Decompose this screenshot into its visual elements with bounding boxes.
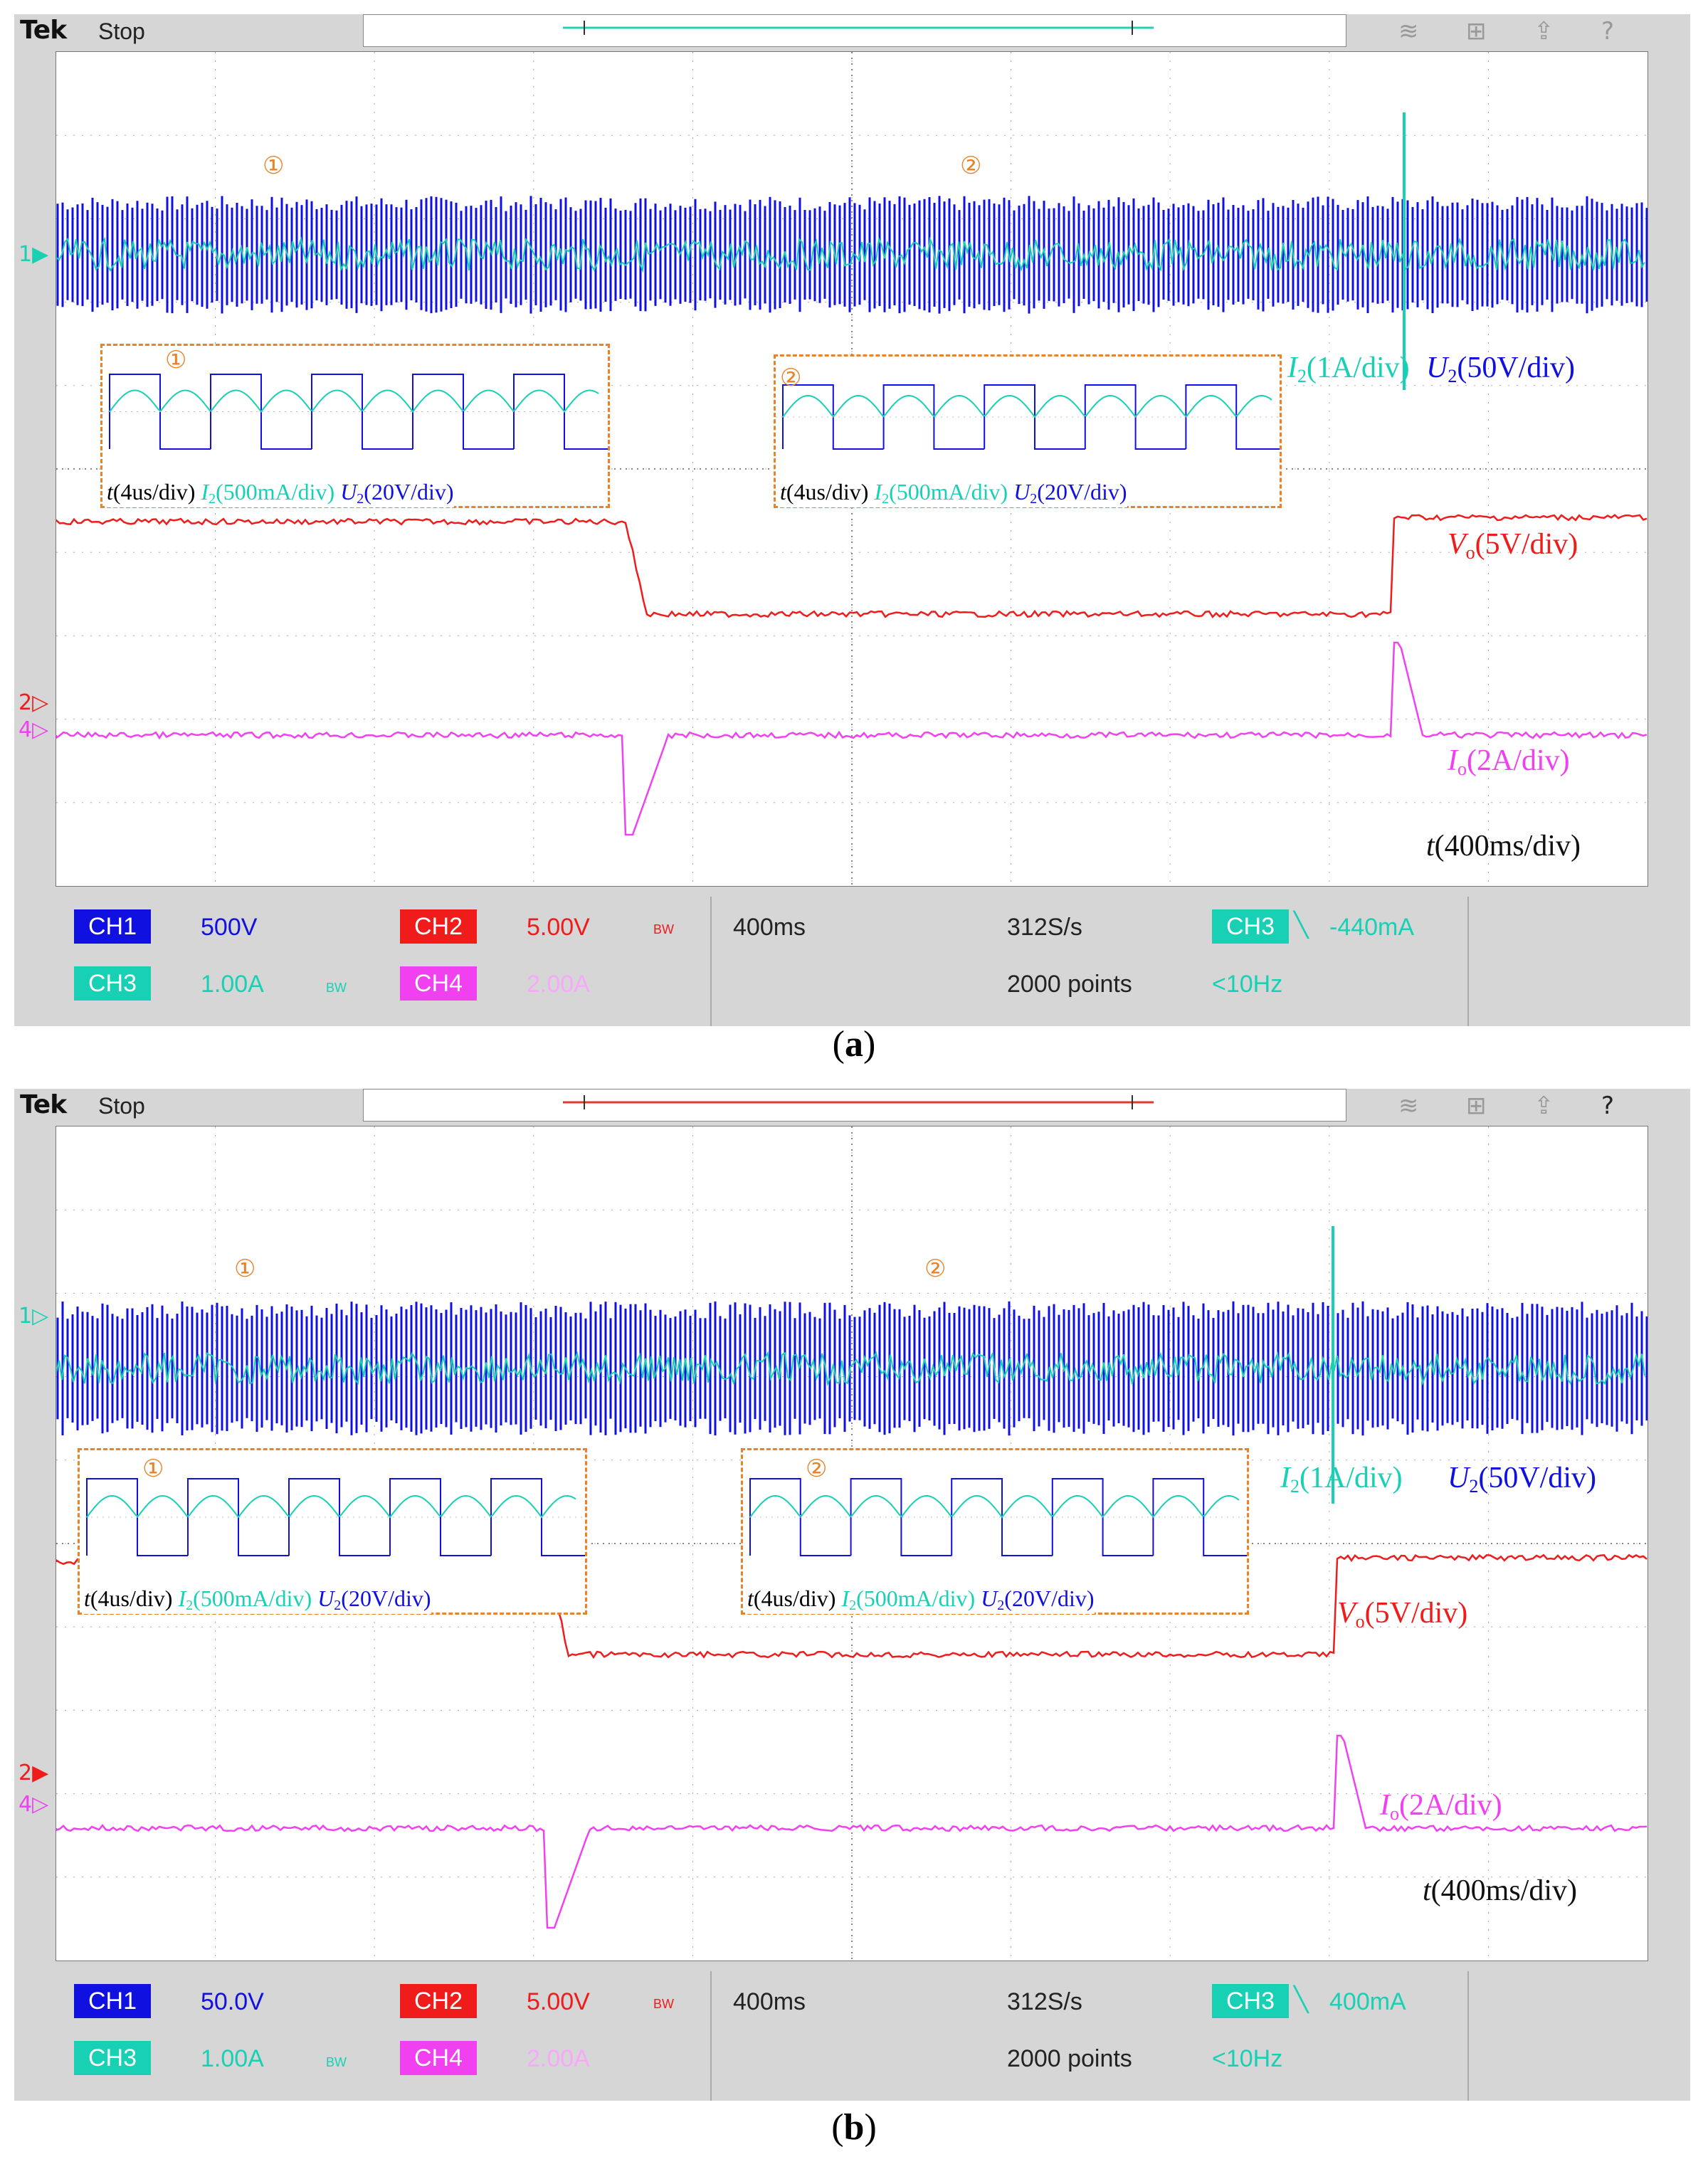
wifi-icon[interactable]: ≋: [1398, 17, 1419, 46]
ch3-badge[interactable]: CH3: [74, 966, 151, 1001]
export-icon[interactable]: ⇪: [1534, 17, 1554, 46]
ch2-badge[interactable]: CH2: [400, 909, 477, 944]
label-u2: U2(50V/div): [1426, 352, 1575, 386]
ch2-scale[interactable]: 5.00V: [527, 914, 590, 941]
inset-marker-2: ②: [806, 1455, 828, 1483]
label-vo: Vo(5V/div): [1337, 1597, 1468, 1632]
ch1-scale[interactable]: 500V: [201, 914, 258, 941]
trigger-level[interactable]: -440mA: [1329, 914, 1415, 941]
help-icon[interactable]: ?: [1601, 17, 1615, 46]
zoom-marker-1: ①: [263, 152, 285, 180]
network-icon[interactable]: ⊞: [1466, 1092, 1487, 1120]
ch1-badge[interactable]: CH1: [74, 909, 151, 944]
ch-marker-2[interactable]: 2▷: [19, 690, 49, 715]
label-time: t(400ms/div): [1426, 830, 1581, 862]
trigger-slope-icon: ╲: [1294, 912, 1309, 939]
help-icon[interactable]: ?: [1601, 1092, 1615, 1120]
trigger-frequency: <10Hz: [1212, 2045, 1283, 2072]
brand-logo: Tek: [20, 16, 67, 45]
trigger-source-badge[interactable]: CH3: [1212, 909, 1289, 944]
label-u2: U2(50V/div): [1448, 1462, 1596, 1497]
label-i2: I2(1A/div): [1280, 1462, 1403, 1497]
inset-traces: [102, 374, 608, 450]
inset-label-2: t(4us/div) I2(500mA/div) U2(20V/div): [780, 479, 1127, 507]
label-time: t(400ms/div): [1423, 1874, 1577, 1907]
trigger-level[interactable]: 400mA: [1329, 1988, 1406, 2015]
network-icon[interactable]: ⊞: [1466, 17, 1487, 46]
ch-marker-1[interactable]: 1▷: [19, 1304, 49, 1329]
label-vo: Vo(5V/div): [1448, 528, 1578, 563]
inset-zoom-2: ② t(4us/div) I2(500mA/div) U2(20V/div): [741, 1448, 1249, 1615]
scope-panel-b: Tek Stop ≋ ⊞ ⇪ ? ① ② ① t(4us/div) I2(500…: [14, 1089, 1690, 2101]
bw-limit-icon: BW: [326, 2055, 347, 2069]
zoom-marker-1: ①: [234, 1255, 256, 1283]
sample-rate: 312S/s: [1007, 914, 1082, 941]
wifi-icon[interactable]: ≋: [1398, 1092, 1419, 1120]
scope-header: Tek Stop ≋ ⊞ ⇪ ?: [14, 14, 1690, 51]
inset-label-1: t(4us/div) I2(500mA/div) U2(20V/div): [107, 479, 454, 507]
inset-label-2: t(4us/div) I2(500mA/div) U2(20V/div): [747, 1585, 1095, 1614]
sample-rate: 312S/s: [1007, 1988, 1082, 2015]
trigger-source-badge[interactable]: CH3: [1212, 1984, 1289, 2018]
inset-traces: [743, 1478, 1247, 1556]
ch3-badge[interactable]: CH3: [74, 2041, 151, 2075]
record-length: 2000 points: [1007, 2045, 1132, 2072]
ch4-badge[interactable]: CH4: [400, 966, 477, 1001]
scope-panel-a: Tek Stop ≋ ⊞ ⇪ ? ① ② ① t(4us/div) I2(500…: [14, 14, 1690, 1026]
record-length: 2000 points: [1007, 971, 1132, 998]
export-icon[interactable]: ⇪: [1534, 1092, 1554, 1120]
record-view-bar[interactable]: [363, 1089, 1346, 1122]
record-view-bar[interactable]: [363, 14, 1346, 47]
timebase[interactable]: 400ms: [733, 914, 806, 941]
inset-zoom-1: ① t(4us/div) I2(500mA/div) U2(20V/div): [78, 1448, 587, 1615]
trigger-slope-icon: ╲: [1294, 1986, 1309, 2013]
ch3-scale[interactable]: 1.00A: [201, 2045, 264, 2072]
ch4-badge[interactable]: CH4: [400, 2041, 477, 2075]
inset-zoom-2: ② t(4us/div) I2(500mA/div) U2(20V/div): [774, 354, 1282, 508]
bw-limit-icon: BW: [326, 981, 347, 995]
timebase[interactable]: 400ms: [733, 1988, 806, 2015]
label-io: Io(2A/div): [1380, 1789, 1502, 1824]
ch1-scale[interactable]: 50.0V: [201, 1988, 264, 2015]
caption-b: (b): [831, 2107, 877, 2148]
inset-label-1: t(4us/div) I2(500mA/div) U2(20V/div): [84, 1585, 431, 1614]
ch-marker-1[interactable]: 1▶: [19, 242, 49, 267]
trigger-frequency: <10Hz: [1212, 971, 1283, 998]
waveform-display[interactable]: ① ② ① t(4us/div) I2(500mA/div) U2(20V/di…: [56, 1126, 1648, 1961]
inset-marker-2: ②: [780, 364, 802, 392]
waveform-display[interactable]: ① ② ① t(4us/div) I2(500mA/div) U2(20V/di…: [56, 51, 1648, 887]
inset-marker-1: ①: [165, 346, 187, 374]
zoom-marker-2: ②: [960, 152, 982, 180]
ch-marker-4[interactable]: 4▷: [19, 717, 49, 742]
waveform-traces: [56, 112, 1648, 836]
inset-traces: [776, 384, 1280, 450]
status-bar: CH1 50.0V CH2 5.00V BW CH3 1.00A BW CH4 …: [14, 1971, 1690, 2101]
inset-zoom-1: ① t(4us/div) I2(500mA/div) U2(20V/div): [100, 344, 610, 508]
ch-marker-2[interactable]: 2▶: [19, 1761, 49, 1785]
acquisition-state[interactable]: Stop: [98, 19, 145, 44]
bw-limit-icon: BW: [653, 1997, 674, 2011]
zoom-marker-2: ②: [924, 1255, 947, 1283]
inset-marker-1: ①: [142, 1455, 164, 1483]
label-io: Io(2A/div): [1448, 744, 1570, 779]
ch2-badge[interactable]: CH2: [400, 1984, 477, 2018]
label-i2: I2(1A/div): [1287, 352, 1410, 386]
scope-header: Tek Stop ≋ ⊞ ⇪ ?: [14, 1089, 1690, 1126]
brand-logo: Tek: [20, 1090, 67, 1119]
record-window-indicator: [563, 1095, 1154, 1109]
inset-traces: [80, 1478, 585, 1556]
ch2-scale[interactable]: 5.00V: [527, 1988, 590, 2015]
bw-limit-icon: BW: [653, 922, 674, 936]
record-window-indicator: [563, 21, 1154, 35]
ch4-scale[interactable]: 2.00A: [527, 971, 590, 998]
ch-marker-4[interactable]: 4▷: [19, 1792, 49, 1817]
ch1-badge[interactable]: CH1: [74, 1984, 151, 2018]
status-bar: CH1 500V CH2 5.00V BW CH3 1.00A BW CH4 2…: [14, 897, 1690, 1026]
ch4-scale[interactable]: 2.00A: [527, 2045, 590, 2072]
acquisition-state[interactable]: Stop: [98, 1093, 145, 1119]
ch3-scale[interactable]: 1.00A: [201, 971, 264, 998]
caption-a: (a): [832, 1024, 876, 1065]
